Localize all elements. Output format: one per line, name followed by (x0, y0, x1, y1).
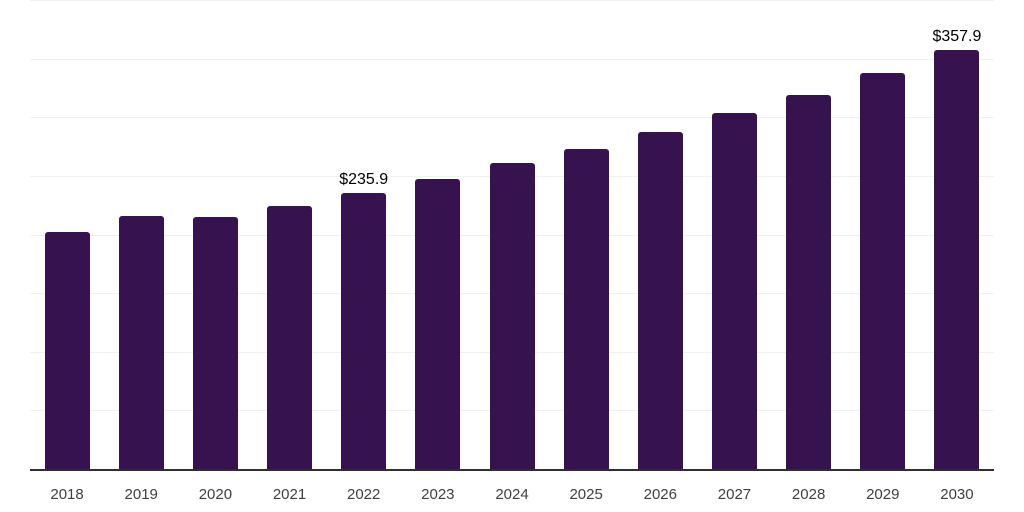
x-tick-label-2026: 2026 (643, 486, 677, 503)
x-tick-label-2018: 2018 (50, 486, 84, 503)
bar-2025 (563, 148, 609, 470)
bar-2029 (860, 72, 906, 470)
x-tick-label-2029: 2029 (866, 486, 900, 503)
x-tick-label-2021: 2021 (272, 486, 307, 503)
x-tick-label-2030: 2030 (940, 486, 974, 503)
bar-2028 (786, 94, 832, 470)
x-tick-label-2027: 2027 (717, 486, 752, 503)
bar-2030 (934, 50, 980, 470)
bar-2024 (489, 163, 535, 470)
gridline-400 (30, 0, 994, 1)
x-tick-label-2028: 2028 (791, 486, 826, 503)
x-tick-label-2022: 2022 (347, 486, 381, 503)
bar-2020 (192, 217, 238, 470)
gridline-300 (30, 117, 994, 119)
bar-2026 (637, 131, 683, 470)
bar-2023 (415, 178, 461, 470)
x-tick-label-2020: 2020 (198, 486, 233, 503)
data-label-2030: $357.9 (932, 28, 982, 46)
bar-2022 (341, 193, 387, 470)
bar-2019 (118, 216, 164, 470)
gridline-350 (30, 58, 994, 60)
bar-2027 (711, 113, 757, 470)
x-axis-line (30, 469, 994, 471)
x-tick-label-2025: 2025 (569, 486, 603, 503)
x-tick-label-2023: 2023 (421, 486, 455, 503)
data-label-2022: $235.9 (339, 171, 389, 189)
x-tick-label-2024: 2024 (495, 486, 529, 503)
bar-2021 (267, 206, 313, 470)
x-tick-label-2019: 2019 (124, 486, 158, 503)
bar-2018 (44, 231, 90, 470)
